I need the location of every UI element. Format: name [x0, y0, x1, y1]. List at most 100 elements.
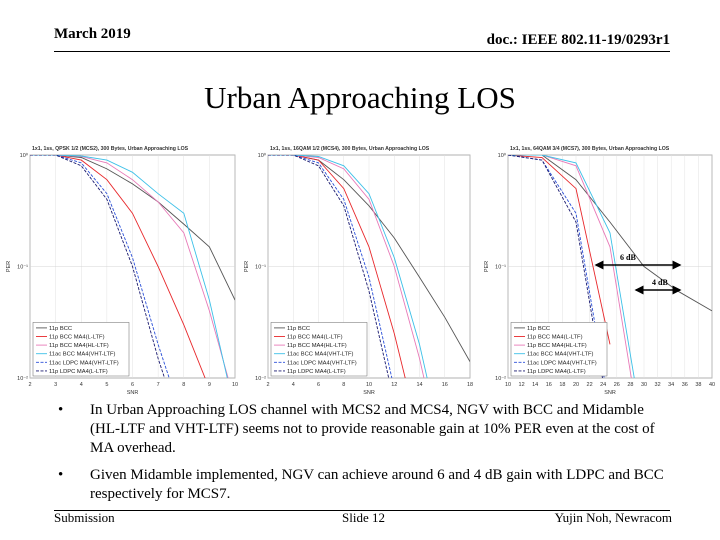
x-tick-label: 40 — [709, 382, 715, 388]
series-line — [508, 155, 611, 345]
bullet-dot: • — [58, 402, 64, 418]
series-line — [30, 155, 228, 378]
chart-title: 1x1, 1ss, 64QAM 3/4 (MCS7), 300 Bytes, U… — [510, 146, 670, 152]
header-date: March 2019 — [54, 26, 131, 42]
series-group — [268, 155, 470, 378]
x-tick-label: 16 — [546, 382, 552, 388]
bullet-text: Given Midamble implemented, NGV can achi… — [90, 467, 664, 502]
chart-title: 1x1, 1ss, QPSK 1/2 (MCS2), 300 Bytes, Ur… — [32, 146, 189, 152]
y-tick-label: 10⁻² — [17, 376, 28, 382]
legend-label: 11p BCC MA4(HL-LTF) — [527, 343, 587, 349]
y-tick-label: 10⁰ — [20, 152, 29, 159]
legend-label: 11ac LDPC MA4(VHT-LTF) — [287, 360, 357, 366]
y-tick-label: 10⁰ — [258, 152, 267, 159]
series-line — [508, 155, 635, 378]
x-axis-label: SNR — [604, 390, 616, 396]
x-tick-label: 2 — [28, 382, 31, 388]
x-tick-label: 12 — [519, 382, 525, 388]
header-rule — [54, 51, 670, 52]
legend-label: 11p LDPC MA4(L-LTF) — [287, 369, 346, 375]
legend-label: 11p BCC MA4(HL-LTF) — [49, 343, 109, 349]
legend-label: 11p BCC MA4(L-LTF) — [527, 335, 583, 341]
y-tick-label: 10⁻² — [495, 376, 506, 382]
slide-title: Urban Approaching LOS — [204, 80, 516, 115]
x-tick-label: 4 — [80, 382, 83, 388]
x-tick-label: 5 — [105, 382, 108, 388]
x-tick-label: 38 — [695, 382, 701, 388]
bullet-text: In Urban Approaching LOS channel with MC… — [90, 402, 655, 456]
legend-box — [32, 322, 130, 377]
x-tick-label: 28 — [627, 382, 633, 388]
x-tick-label: 6 — [131, 382, 134, 388]
bullet-dot: • — [58, 467, 64, 483]
x-tick-label: 7 — [157, 382, 160, 388]
legend-box — [270, 322, 368, 377]
footer-right: Yujin Noh, Newracom — [554, 510, 672, 525]
footer-center: Slide 12 — [342, 510, 385, 525]
series-line — [508, 155, 605, 378]
charts: 1x1, 1ss, QPSK 1/2 (MCS2), 300 Bytes, Ur… — [6, 146, 715, 396]
x-tick-label: 6 — [317, 382, 320, 388]
legend-label: 11p BCC MA4(L-LTF) — [287, 335, 343, 341]
x-tick-label: 18 — [467, 382, 473, 388]
legend-label: 11ac BCC MA4(VHT-LTF) — [287, 352, 354, 358]
y-axis-label: PER — [6, 261, 12, 272]
x-tick-label: 4 — [292, 382, 295, 388]
annotation-label: 4 dB — [652, 278, 668, 287]
y-axis-label: PER — [484, 261, 490, 272]
series-line — [30, 155, 206, 378]
x-tick-label: 10 — [505, 382, 511, 388]
x-axis-label: SNR — [363, 390, 375, 396]
x-tick-label: 20 — [573, 382, 579, 388]
series-line — [508, 155, 603, 378]
x-tick-label: 8 — [342, 382, 345, 388]
series-line — [268, 155, 406, 378]
footer-left: Submission — [54, 510, 115, 525]
legend-label: 11p BCC — [527, 326, 550, 332]
y-tick-label: 10⁻¹ — [255, 265, 266, 271]
x-tick-label: 14 — [532, 382, 538, 388]
x-tick-label: 24 — [600, 382, 606, 388]
y-tick-label: 10⁻¹ — [17, 265, 28, 271]
x-tick-label: 26 — [614, 382, 620, 388]
legend-label: 11p BCC MA4(HL-LTF) — [287, 343, 347, 349]
x-tick-label: 36 — [682, 382, 688, 388]
x-tick-label: 16 — [442, 382, 448, 388]
legend-label: 11p BCC MA4(L-LTF) — [49, 335, 105, 341]
x-tick-label: 14 — [416, 382, 422, 388]
footer-rule — [54, 510, 670, 511]
x-tick-label: 12 — [391, 382, 397, 388]
legend-label: 11ac BCC MA4(VHT-LTF) — [49, 352, 116, 358]
y-tick-label: 10⁻² — [255, 376, 266, 382]
x-tick-label: 2 — [266, 382, 269, 388]
x-tick-label: 18 — [559, 382, 565, 388]
legend-label: 11p LDPC MA4(L-LTF) — [49, 369, 108, 375]
series-line — [268, 155, 390, 378]
series-line — [30, 155, 170, 378]
x-tick-label: 30 — [641, 382, 647, 388]
y-tick-label: 10⁰ — [498, 152, 507, 159]
x-tick-label: 34 — [668, 382, 674, 388]
x-tick-label: 8 — [182, 382, 185, 388]
x-tick-label: 10 — [366, 382, 372, 388]
annotation-label: 6 dB — [620, 253, 636, 262]
x-tick-label: 9 — [208, 382, 211, 388]
x-tick-label: 10 — [232, 382, 238, 388]
legend-label: 11p BCC — [287, 326, 310, 332]
series-line — [268, 155, 393, 378]
bullet-item: • In Urban Approaching LOS channel with … — [58, 401, 658, 461]
x-axis-label: SNR — [127, 390, 139, 396]
series-line — [30, 155, 166, 378]
bullet-item: • Given Midamble implemented, NGV can ac… — [58, 466, 664, 506]
legend-box — [510, 322, 608, 377]
legend-label: 11p LDPC MA4(L-LTF) — [527, 369, 586, 375]
legend-label: 11ac BCC MA4(VHT-LTF) — [527, 352, 594, 358]
chart-title: 1x1, 1ss, 16QAM 1/2 (MCS4), 300 Bytes, U… — [270, 146, 430, 152]
x-tick-label: 3 — [54, 382, 57, 388]
header-doc: doc.: IEEE 802.11-19/0293r1 — [486, 32, 670, 48]
y-tick-label: 10⁻¹ — [495, 265, 506, 271]
series-line — [508, 155, 632, 378]
series-line — [268, 155, 428, 378]
x-tick-label: 32 — [655, 382, 661, 388]
